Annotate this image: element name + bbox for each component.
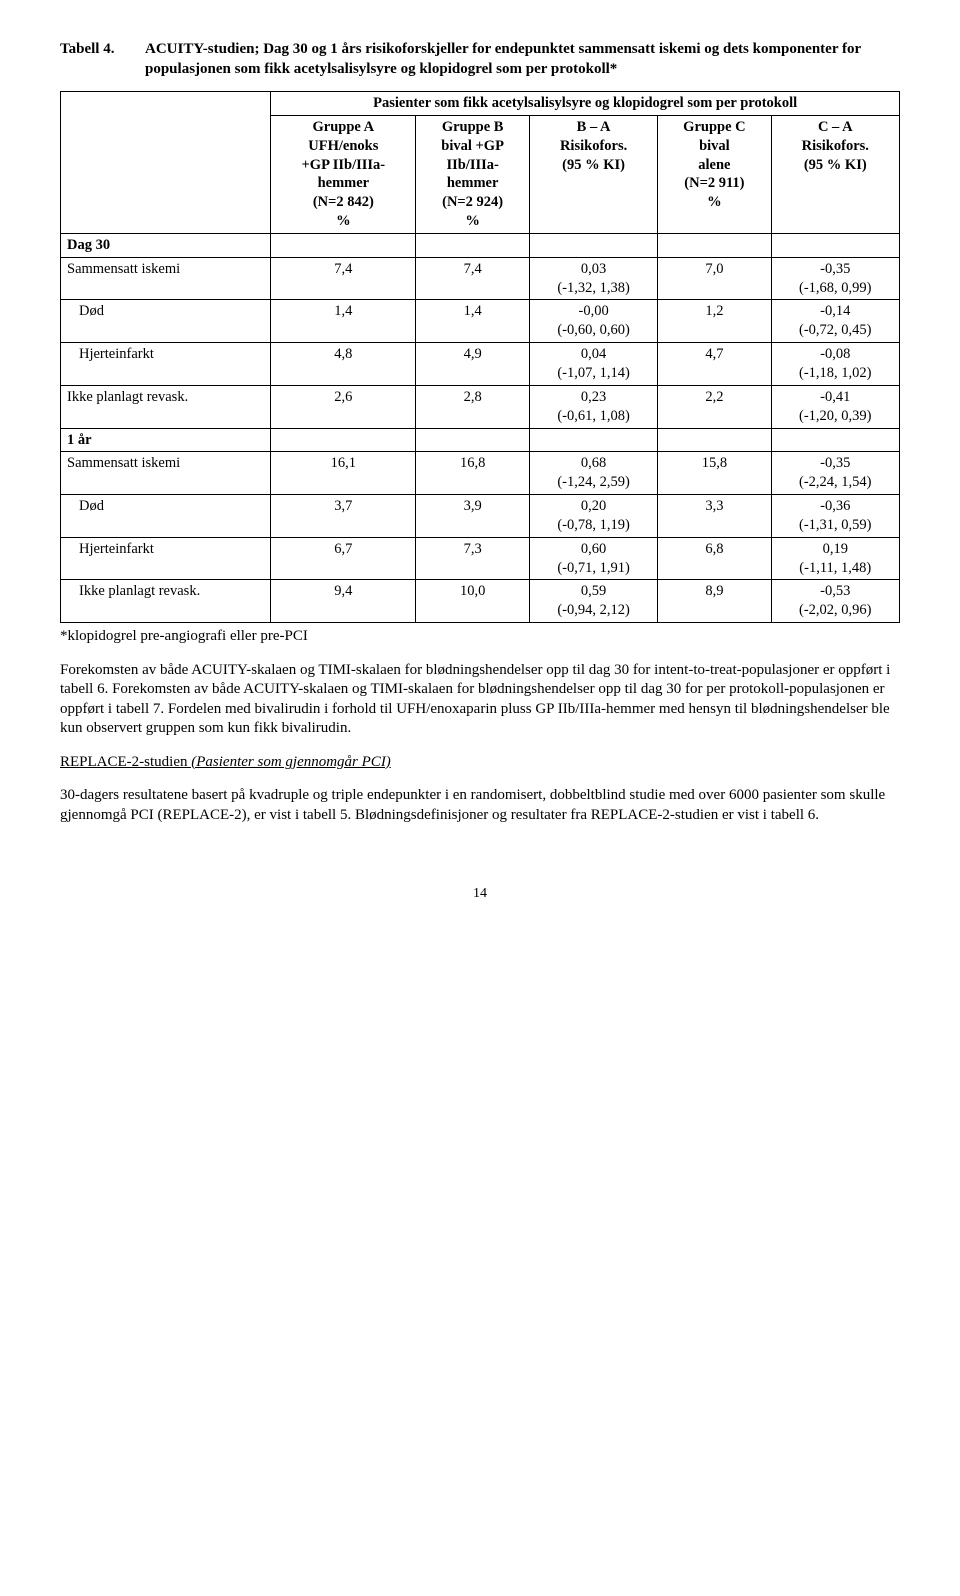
empty-cell: [658, 428, 771, 452]
data-cell: -0,00(-0,60, 0,60): [529, 300, 657, 343]
data-cell: 7,4: [416, 257, 530, 300]
data-cell: 8,9: [658, 580, 771, 623]
data-table: Pasienter som fikk acetylsalisylsyre og …: [60, 91, 900, 623]
table-description: ACUITY-studien; Dag 30 og 1 års risikofo…: [145, 40, 900, 79]
data-cell: 1,4: [271, 300, 416, 343]
row-label: Sammensatt iskemi: [61, 257, 271, 300]
data-cell: 1,2: [658, 300, 771, 343]
data-cell: 0,23(-0,61, 1,08): [529, 385, 657, 428]
data-cell: -0,53(-2,02, 0,96): [771, 580, 899, 623]
row-label: Ikke planlagt revask.: [61, 385, 271, 428]
data-cell: 0,19(-1,11, 1,48): [771, 537, 899, 580]
data-cell: 0,20(-0,78, 1,19): [529, 495, 657, 538]
table-caption: Tabell 4. ACUITY-studien; Dag 30 og 1 år…: [60, 40, 900, 79]
data-cell: 1,4: [416, 300, 530, 343]
empty-cell: [416, 233, 530, 257]
data-cell: 4,9: [416, 343, 530, 386]
row-label: Hjerteinfarkt: [61, 537, 271, 580]
study-title-underline: REPLACE-2-studien: [60, 754, 188, 770]
paragraph-2: 30-dagers resultatene basert på kvadrupl…: [60, 786, 900, 825]
row-label: Død: [61, 495, 271, 538]
table-footnote: *klopidogrel pre-angiografi eller pre-PC…: [60, 627, 900, 647]
column-header: C – ARisikofors.(95 % KI): [771, 115, 899, 233]
data-cell: 2,2: [658, 385, 771, 428]
column-header: B – ARisikofors.(95 % KI): [529, 115, 657, 233]
study-heading: REPLACE-2-studien (Pasienter som gjennom…: [60, 753, 900, 773]
data-cell: 6,8: [658, 537, 771, 580]
data-cell: 2,8: [416, 385, 530, 428]
section-title: Dag 30: [61, 233, 271, 257]
data-cell: 3,9: [416, 495, 530, 538]
data-cell: 7,4: [271, 257, 416, 300]
header-top: Pasienter som fikk acetylsalisylsyre og …: [271, 92, 900, 116]
data-cell: 4,8: [271, 343, 416, 386]
data-cell: 3,3: [658, 495, 771, 538]
data-cell: 9,4: [271, 580, 416, 623]
data-cell: -0,14(-0,72, 0,45): [771, 300, 899, 343]
section-title: 1 år: [61, 428, 271, 452]
data-cell: 0,04(-1,07, 1,14): [529, 343, 657, 386]
row-label: Død: [61, 300, 271, 343]
data-cell: -0,36(-1,31, 0,59): [771, 495, 899, 538]
empty-cell: [529, 233, 657, 257]
row-label: Sammensatt iskemi: [61, 452, 271, 495]
data-cell: 15,8: [658, 452, 771, 495]
data-cell: 2,6: [271, 385, 416, 428]
data-cell: 7,3: [416, 537, 530, 580]
empty-cell: [771, 233, 899, 257]
column-header: Gruppe Cbivalalene(N=2 911)%: [658, 115, 771, 233]
data-cell: 16,1: [271, 452, 416, 495]
empty-cell: [271, 428, 416, 452]
data-cell: 0,60(-0,71, 1,91): [529, 537, 657, 580]
column-header: Gruppe Bbival +GPIIb/IIIa-hemmer(N=2 924…: [416, 115, 530, 233]
table-label: Tabell 4.: [60, 40, 145, 60]
paragraph-1: Forekomsten av både ACUITY-skalaen og TI…: [60, 661, 900, 739]
data-cell: -0,41(-1,20, 0,39): [771, 385, 899, 428]
empty-cell: [529, 428, 657, 452]
data-cell: 6,7: [271, 537, 416, 580]
data-cell: 4,7: [658, 343, 771, 386]
data-cell: 3,7: [271, 495, 416, 538]
empty-cell: [658, 233, 771, 257]
study-title-italic: (Pasienter som gjennomgår PCI): [188, 754, 391, 770]
empty-cell: [416, 428, 530, 452]
data-cell: 0,03(-1,32, 1,38): [529, 257, 657, 300]
data-cell: -0,35(-2,24, 1,54): [771, 452, 899, 495]
page-number: 14: [60, 885, 900, 903]
row-label: Ikke planlagt revask.: [61, 580, 271, 623]
data-cell: 10,0: [416, 580, 530, 623]
empty-cell: [271, 233, 416, 257]
data-cell: 7,0: [658, 257, 771, 300]
data-cell: 0,68(-1,24, 2,59): [529, 452, 657, 495]
data-cell: 0,59(-0,94, 2,12): [529, 580, 657, 623]
data-cell: -0,08(-1,18, 1,02): [771, 343, 899, 386]
row-label: Hjerteinfarkt: [61, 343, 271, 386]
empty-cell: [771, 428, 899, 452]
column-header: Gruppe AUFH/enoks+GP IIb/IIIa-hemmer(N=2…: [271, 115, 416, 233]
data-cell: -0,35(-1,68, 0,99): [771, 257, 899, 300]
data-cell: 16,8: [416, 452, 530, 495]
